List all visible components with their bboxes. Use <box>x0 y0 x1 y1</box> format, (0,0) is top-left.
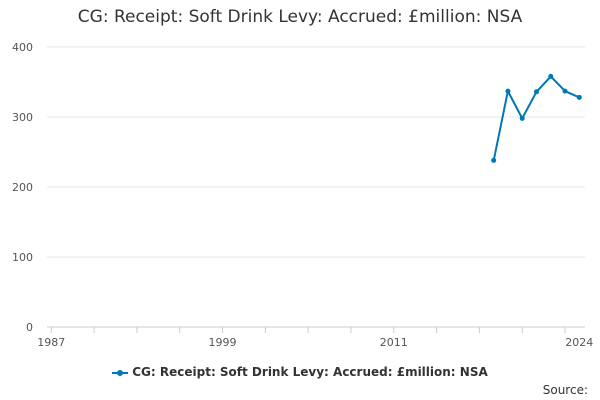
gridlines <box>47 46 585 328</box>
series-lines <box>492 75 580 161</box>
data-point[interactable] <box>505 88 511 94</box>
y-tick-label: 400 <box>12 41 33 54</box>
data-point[interactable] <box>562 88 568 94</box>
series-line <box>492 75 580 161</box>
x-tick-label: 2011 <box>380 336 408 349</box>
data-point[interactable] <box>519 115 525 121</box>
y-tick-label: 0 <box>26 321 33 334</box>
data-point[interactable] <box>533 89 539 95</box>
legend[interactable]: CG: Receipt: Soft Drink Levy: Accrued: £… <box>0 365 600 379</box>
legend-label: CG: Receipt: Soft Drink Levy: Accrued: £… <box>132 365 488 379</box>
x-tick-label: 2024 <box>565 336 593 349</box>
data-point[interactable] <box>548 73 554 79</box>
source-label: Source: <box>542 383 588 397</box>
y-tick-label: 200 <box>12 181 33 194</box>
x-axis: 1987 1999 2011 2024 <box>37 326 593 349</box>
y-axis-ticks: 0 100 200 300 400 <box>12 41 33 334</box>
x-tick-label: 1987 <box>37 336 65 349</box>
y-tick-label: 300 <box>12 111 33 124</box>
series-points <box>491 73 582 163</box>
data-point[interactable] <box>576 94 582 100</box>
chart-title: CG: Receipt: Soft Drink Levy: Accrued: £… <box>77 7 523 27</box>
x-tick-label: 1999 <box>209 336 237 349</box>
y-tick-label: 100 <box>12 251 33 264</box>
data-point[interactable] <box>491 157 497 163</box>
legend-marker-icon <box>112 368 129 378</box>
